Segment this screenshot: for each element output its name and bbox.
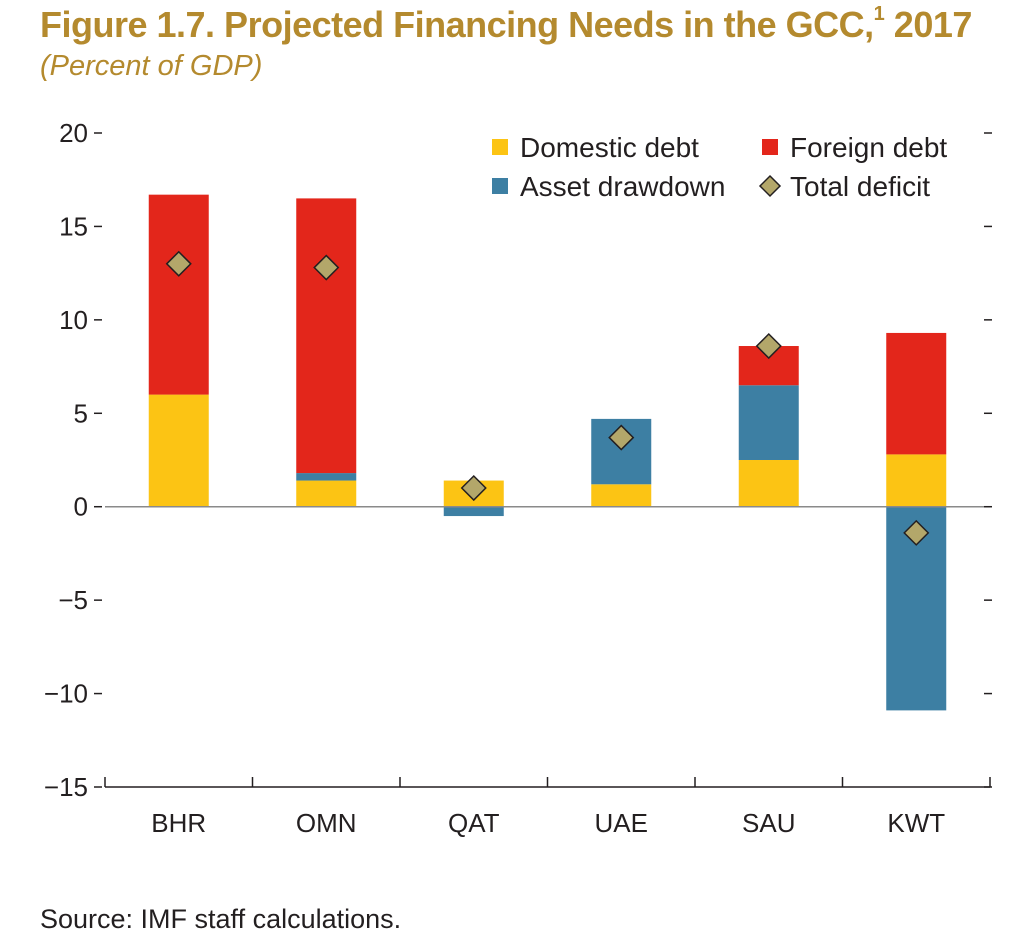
financing-needs-chart: 20 15 10 5 0 −5 −10 −15 BHR OMN QAT UAE SAU KWT Domes… [44,118,992,838]
bar-bhr-domestic-debt [148,394,209,507]
bar-sau-asset-drawdown [738,385,799,460]
legend-label-domestic-debt: Domestic debt [520,132,699,163]
total-deficit-marker-kwt [903,519,930,546]
bar-omn-asset-drawdown [296,473,357,481]
y-tick-label: 10 [59,305,88,335]
x-tick-label: SAU [742,808,795,838]
markers-layer [165,250,930,546]
total-deficit-marker-omn [313,254,340,281]
bar-kwt-domestic-debt [886,454,947,507]
bar-sau-domestic-debt [738,460,799,507]
bar-omn-domestic-debt [296,480,357,507]
bar-kwt-foreign-debt [886,332,947,455]
y-tick-label: −5 [58,585,88,615]
legend-label-asset-drawdown: Asset drawdown [520,171,725,202]
bar-uae-domestic-debt [591,484,652,507]
bar-qat-asset-drawdown [443,506,504,517]
total-deficit-marker-sau [755,332,782,360]
x-tick-label: KWT [887,808,945,838]
total-deficit-marker-uae [608,424,635,451]
x-tick-label: BHR [151,808,206,838]
bars-layer [148,194,947,711]
y-tick-label: −15 [44,772,88,802]
legend: Domestic debt Foreign debt Asset drawdown T… [492,132,947,202]
legend-swatch-domestic-debt [492,139,508,155]
x-tick-label: OMN [296,808,357,838]
legend-label-total-deficit: Total deficit [790,171,930,202]
y-tick-label: 20 [59,118,88,148]
y-tick-label: 5 [74,398,88,428]
title-footnote: 1 [873,3,885,25]
total-deficit-marker-bhr [165,250,192,277]
legend-swatch-asset-drawdown [492,178,508,194]
legend-swatch-total-deficit [758,174,782,198]
y-tick-label: 0 [74,492,88,522]
chart-title: Figure 1.7. Projected Financing Needs in… [40,3,972,45]
bar-omn-foreign-debt [296,198,357,474]
y-tick-label: −10 [44,679,88,709]
axis-layer: 20 15 10 5 0 −5 −10 −15 BHR OMN QAT UAE SAU KWT [44,118,992,838]
x-tick-label: UAE [595,808,648,838]
legend-swatch-foreign-debt [762,139,778,155]
y-tick-label: 15 [59,211,88,241]
legend-label-foreign-debt: Foreign debt [790,132,947,163]
source-note: Source: IMF staff calculations. [40,904,402,934]
x-tick-label: QAT [448,808,500,838]
chart-subtitle: (Percent of GDP) [40,50,263,82]
total-deficit-marker-qat [460,474,487,502]
bar-bhr-foreign-debt [148,194,209,395]
